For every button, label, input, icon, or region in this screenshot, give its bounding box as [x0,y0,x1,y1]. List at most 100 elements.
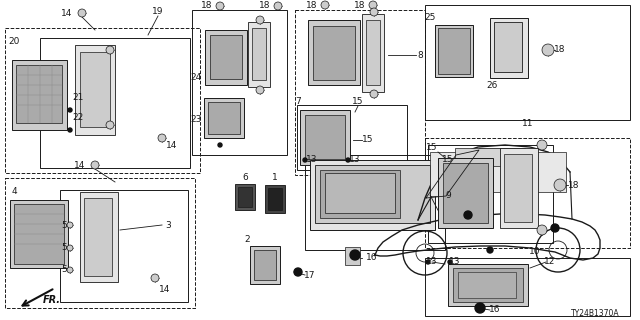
Bar [362,14,384,92]
Text: 13: 13 [449,258,461,267]
Bar [313,26,355,80]
Text: 18: 18 [201,2,212,11]
Text: 11: 11 [522,119,534,129]
Bar [425,138,630,248]
Circle shape [106,46,114,54]
Text: 15: 15 [426,143,438,153]
Bar [254,250,276,280]
Circle shape [67,245,73,251]
Text: 14: 14 [159,285,171,294]
Bar [205,30,247,85]
Text: 9: 9 [445,190,451,199]
Text: 16: 16 [366,253,378,262]
Bar [12,60,67,130]
Text: 5: 5 [61,266,67,275]
Text: 15: 15 [442,156,454,164]
Text: 6: 6 [242,173,248,182]
Text: 18: 18 [307,1,317,10]
Circle shape [67,267,73,273]
Text: 4: 4 [11,188,17,196]
Circle shape [464,211,472,219]
Bar [455,148,515,166]
Bar [430,152,476,196]
Bar [366,20,380,85]
Bar [210,35,242,79]
Circle shape [216,2,224,10]
Circle shape [67,222,73,228]
Bar [438,158,493,228]
Text: 18: 18 [554,45,566,54]
Bar [268,188,282,210]
Bar [295,10,425,175]
Circle shape [487,247,493,253]
Bar [10,200,68,268]
Bar [315,165,430,223]
Text: 3: 3 [165,220,171,229]
Text: 18: 18 [355,1,365,10]
Bar [448,264,528,306]
Bar [494,22,522,72]
Text: 15: 15 [352,98,364,107]
Bar [5,28,200,173]
Bar [297,105,407,170]
Circle shape [68,128,72,132]
Bar [208,102,240,134]
Bar [192,10,287,155]
Text: 13: 13 [426,258,438,267]
Circle shape [151,274,159,282]
Bar [480,148,525,192]
Text: 2: 2 [244,236,250,244]
Bar [526,152,566,192]
Text: FR.: FR. [43,295,61,305]
Bar [305,115,345,159]
Circle shape [78,9,86,17]
Bar [443,163,488,223]
Bar [438,28,470,74]
Text: 10: 10 [529,247,541,257]
Bar [204,98,244,138]
Circle shape [346,158,350,162]
Circle shape [294,268,302,276]
Text: 14: 14 [61,9,73,18]
Bar [248,22,270,87]
Text: 16: 16 [489,306,500,315]
Bar [325,173,395,213]
Circle shape [537,140,547,150]
Bar [265,185,285,213]
Circle shape [68,108,72,112]
Text: 14: 14 [166,140,178,149]
Circle shape [321,1,329,9]
Bar [504,154,532,222]
Text: 13: 13 [307,156,317,164]
Text: 5: 5 [61,220,67,229]
Bar [320,170,400,218]
Text: 24: 24 [190,74,202,83]
Text: 7: 7 [295,98,301,107]
Bar [453,268,523,302]
Text: TY24B1370A: TY24B1370A [572,308,620,317]
Text: 15: 15 [362,135,374,145]
Circle shape [256,86,264,94]
Bar [16,65,62,123]
Bar [435,25,473,77]
Circle shape [369,1,377,9]
Circle shape [426,260,430,264]
Text: 21: 21 [72,93,84,102]
Bar [500,148,538,228]
Bar [60,190,188,302]
Text: 17: 17 [304,270,316,279]
Circle shape [551,224,559,232]
Text: 25: 25 [424,13,436,22]
Bar [310,160,435,230]
Text: 26: 26 [486,82,498,91]
Bar [40,38,190,168]
Bar [425,5,630,120]
Bar [250,246,280,284]
Text: 12: 12 [544,258,556,267]
Text: 1: 1 [272,173,278,182]
Bar [458,272,516,298]
Circle shape [542,44,554,56]
Circle shape [537,225,547,235]
Bar [80,52,110,127]
Bar [305,155,445,250]
